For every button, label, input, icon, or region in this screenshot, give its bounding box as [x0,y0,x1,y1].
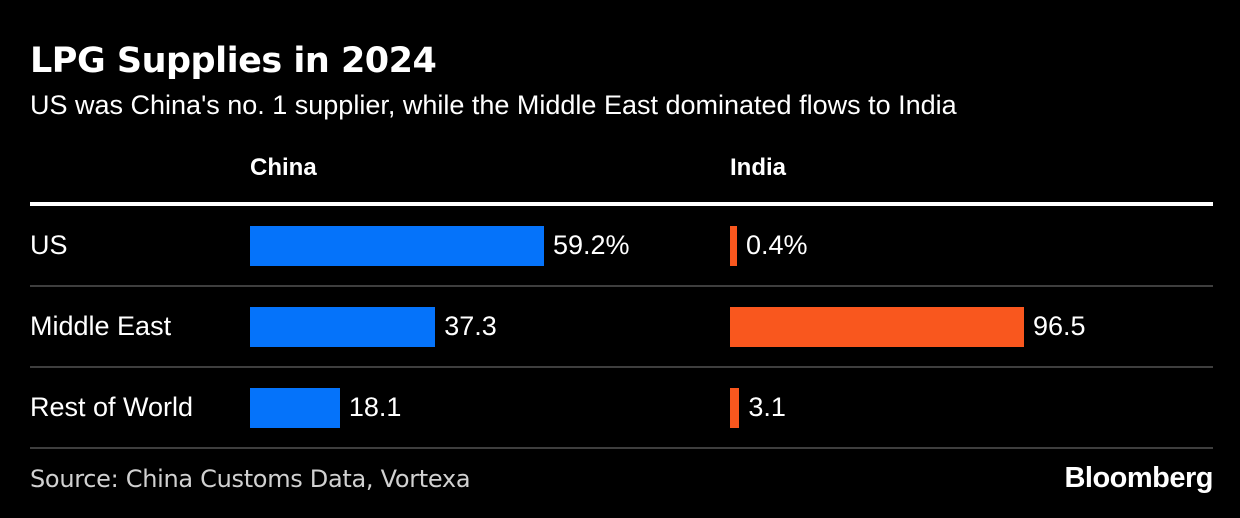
bar-value-label: 0.4% [746,230,808,261]
column-header-china: China [250,154,317,182]
bar-value-label: 3.1 [748,392,786,423]
chart-footer: Source: China Customs Data, Vortexa Bloo… [30,462,1213,495]
india-bar [730,225,737,266]
bar-value-label: 59.2% [553,230,630,261]
bar-cell-india: 0.4% [730,206,1213,285]
column-headers: China India [30,154,1213,207]
bar-cell-china: 37.3 [250,287,730,366]
bar-cell-india: 3.1 [730,368,1213,447]
row-label: US [30,230,68,261]
bar-chart: China India US 59.2% 0.4% Middle East 37.3 96… [30,154,1213,450]
row-label: Rest of World [30,392,194,423]
chart-row: US 59.2% 0.4% [30,206,1213,288]
china-bar [250,387,340,428]
bar-value-label: 18.1 [348,392,402,423]
chart-subtitle: US was China's no. 1 supplier, while the… [30,90,957,120]
bar-cell-india: 96.5 [730,287,1213,366]
china-bar [250,225,544,266]
row-label: Middle East [30,311,172,342]
chart-row: Middle East 37.3 96.5 [30,287,1213,369]
chart-title: LPG Supplies in 2024 [30,41,437,81]
bloomberg-logo: Bloomberg [1064,462,1213,495]
bar-cell-china: 59.2% [250,206,730,285]
india-bar [730,306,1024,347]
column-header-india: India [730,154,787,182]
bar-value-label: 96.5 [1033,311,1086,342]
chart-rows: US 59.2% 0.4% Middle East 37.3 96.5 Rest of Wo… [30,206,1213,450]
india-bar [730,387,740,428]
bar-cell-china: 18.1 [250,368,730,447]
source-note: Source: China Customs Data, Vortexa [30,464,471,493]
china-bar [250,306,436,347]
chart-row: Rest of World 18.1 3.1 [30,368,1213,450]
bar-value-label: 37.3 [444,311,497,342]
